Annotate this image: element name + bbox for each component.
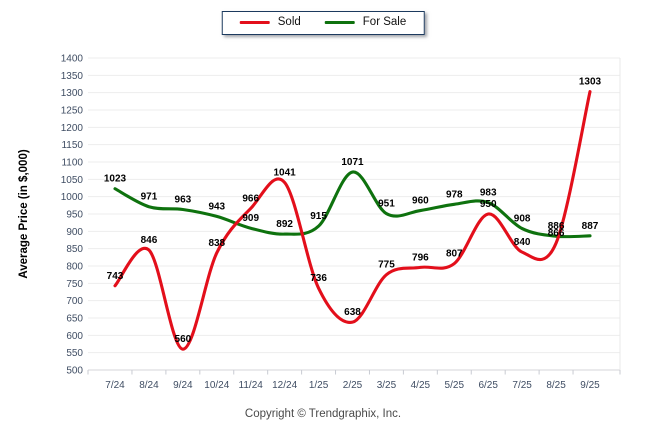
series-line-for-sale <box>113 170 592 239</box>
y-tick-label: 950 <box>66 210 83 221</box>
data-label-for-sale: 963 <box>175 194 192 205</box>
data-label-for-sale: 908 <box>514 214 531 225</box>
y-tick-label: 1150 <box>61 140 83 151</box>
data-label-for-sale: 960 <box>412 196 429 207</box>
x-tick-label: 11/24 <box>239 380 264 391</box>
y-tick-label: 500 <box>66 366 83 377</box>
x-tick-label: 3/25 <box>377 380 397 391</box>
chart-legend: Sold For Sale <box>221 11 425 35</box>
data-label-for-sale: 951 <box>378 199 395 210</box>
data-label-for-sale: 909 <box>242 213 259 224</box>
y-tick-label: 750 <box>66 279 83 290</box>
data-label-for-sale: 983 <box>480 188 497 199</box>
data-label-for-sale: 892 <box>276 219 293 230</box>
data-label-for-sale: 887 <box>582 221 599 232</box>
legend-label: For Sale <box>362 16 407 28</box>
data-label-for-sale: 915 <box>310 211 327 222</box>
data-label-sold: 775 <box>378 260 395 271</box>
y-tick-label: 900 <box>66 227 83 238</box>
x-tick-label: 10/24 <box>204 380 229 391</box>
data-label-sold: 743 <box>107 271 124 282</box>
y-tick-label: 600 <box>66 331 83 342</box>
legend-item-sold[interactable]: Sold <box>239 16 301 29</box>
legend-item-for-sale[interactable]: For Sale <box>324 16 407 29</box>
y-tick-label: 700 <box>66 296 83 307</box>
legend-line-swatch <box>324 21 355 25</box>
x-tick-label: 6/25 <box>478 380 498 391</box>
y-tick-label: 1400 <box>61 54 84 65</box>
data-label-sold: 950 <box>480 199 497 210</box>
y-tick-label: 1250 <box>61 106 84 117</box>
data-label-sold: 638 <box>344 307 361 318</box>
x-tick-label: 7/25 <box>512 380 532 391</box>
legend-line-swatch <box>239 21 270 25</box>
y-tick-label: 550 <box>66 348 83 359</box>
y-tick-label: 850 <box>66 244 83 255</box>
x-tick-label: 8/24 <box>139 380 159 391</box>
y-tick-label: 1000 <box>61 192 84 203</box>
data-label-sold: 736 <box>310 273 327 284</box>
data-label-for-sale: 978 <box>446 189 463 200</box>
data-label-sold: 807 <box>446 249 463 260</box>
y-axis-title: Average Price (in $,000) <box>18 149 30 279</box>
data-label-sold: 1303 <box>579 77 602 88</box>
y-tick-label: 800 <box>66 262 83 273</box>
y-tick-label: 1300 <box>61 88 84 99</box>
data-label-sold: 866 <box>548 228 565 239</box>
data-label-sold: 838 <box>208 238 225 249</box>
x-tick-label: 8/25 <box>546 380 566 391</box>
data-label-sold: 840 <box>514 237 531 248</box>
x-tick-label: 9/25 <box>580 380 600 391</box>
data-label-sold: 846 <box>141 235 158 246</box>
series-line-sold <box>113 90 592 351</box>
y-tick-label: 1200 <box>61 123 84 134</box>
y-tick-label: 1100 <box>61 158 83 169</box>
x-tick-label: 7/24 <box>105 380 125 391</box>
data-label-for-sale: 971 <box>141 192 158 203</box>
data-label-for-sale: 886 <box>548 221 565 232</box>
legend-label: Sold <box>277 16 301 28</box>
data-label-sold: 966 <box>242 193 259 204</box>
x-tick-label: 12/24 <box>272 380 297 391</box>
x-tick-label: 9/24 <box>173 380 193 391</box>
data-label-sold: 796 <box>412 252 429 263</box>
data-label-sold: 1041 <box>274 167 297 178</box>
x-tick-label: 4/25 <box>411 380 431 391</box>
x-tick-label: 2/25 <box>343 380 363 391</box>
copyright-text: Copyright © Trendgraphix, Inc. <box>244 408 402 420</box>
data-label-for-sale: 943 <box>208 201 225 212</box>
x-tick-label: 5/25 <box>445 380 465 391</box>
y-tick-label: 1050 <box>61 175 84 186</box>
data-label-for-sale: 1071 <box>341 157 364 168</box>
data-label-sold: 560 <box>175 334 192 345</box>
data-label-for-sale: 1023 <box>104 174 127 185</box>
y-tick-label: 1350 <box>61 71 84 82</box>
x-tick-label: 1/25 <box>309 380 329 391</box>
y-tick-label: 650 <box>66 314 83 325</box>
